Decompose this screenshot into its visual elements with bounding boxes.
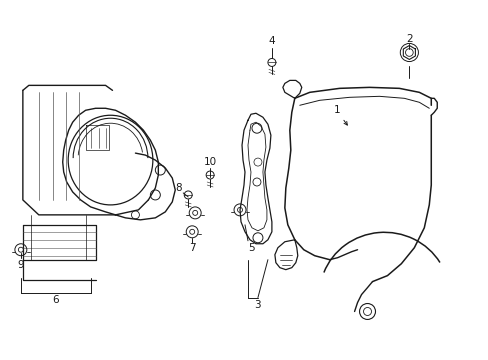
Text: 8: 8: [175, 183, 181, 193]
Text: 4: 4: [268, 36, 275, 46]
Text: 6: 6: [52, 294, 59, 305]
Text: 1: 1: [333, 105, 346, 125]
Text: 2: 2: [405, 33, 412, 44]
Text: 3: 3: [254, 300, 261, 310]
Text: 7: 7: [188, 243, 195, 253]
Text: 5: 5: [248, 243, 255, 253]
Text: 9: 9: [18, 260, 24, 270]
Text: 10: 10: [203, 157, 216, 167]
